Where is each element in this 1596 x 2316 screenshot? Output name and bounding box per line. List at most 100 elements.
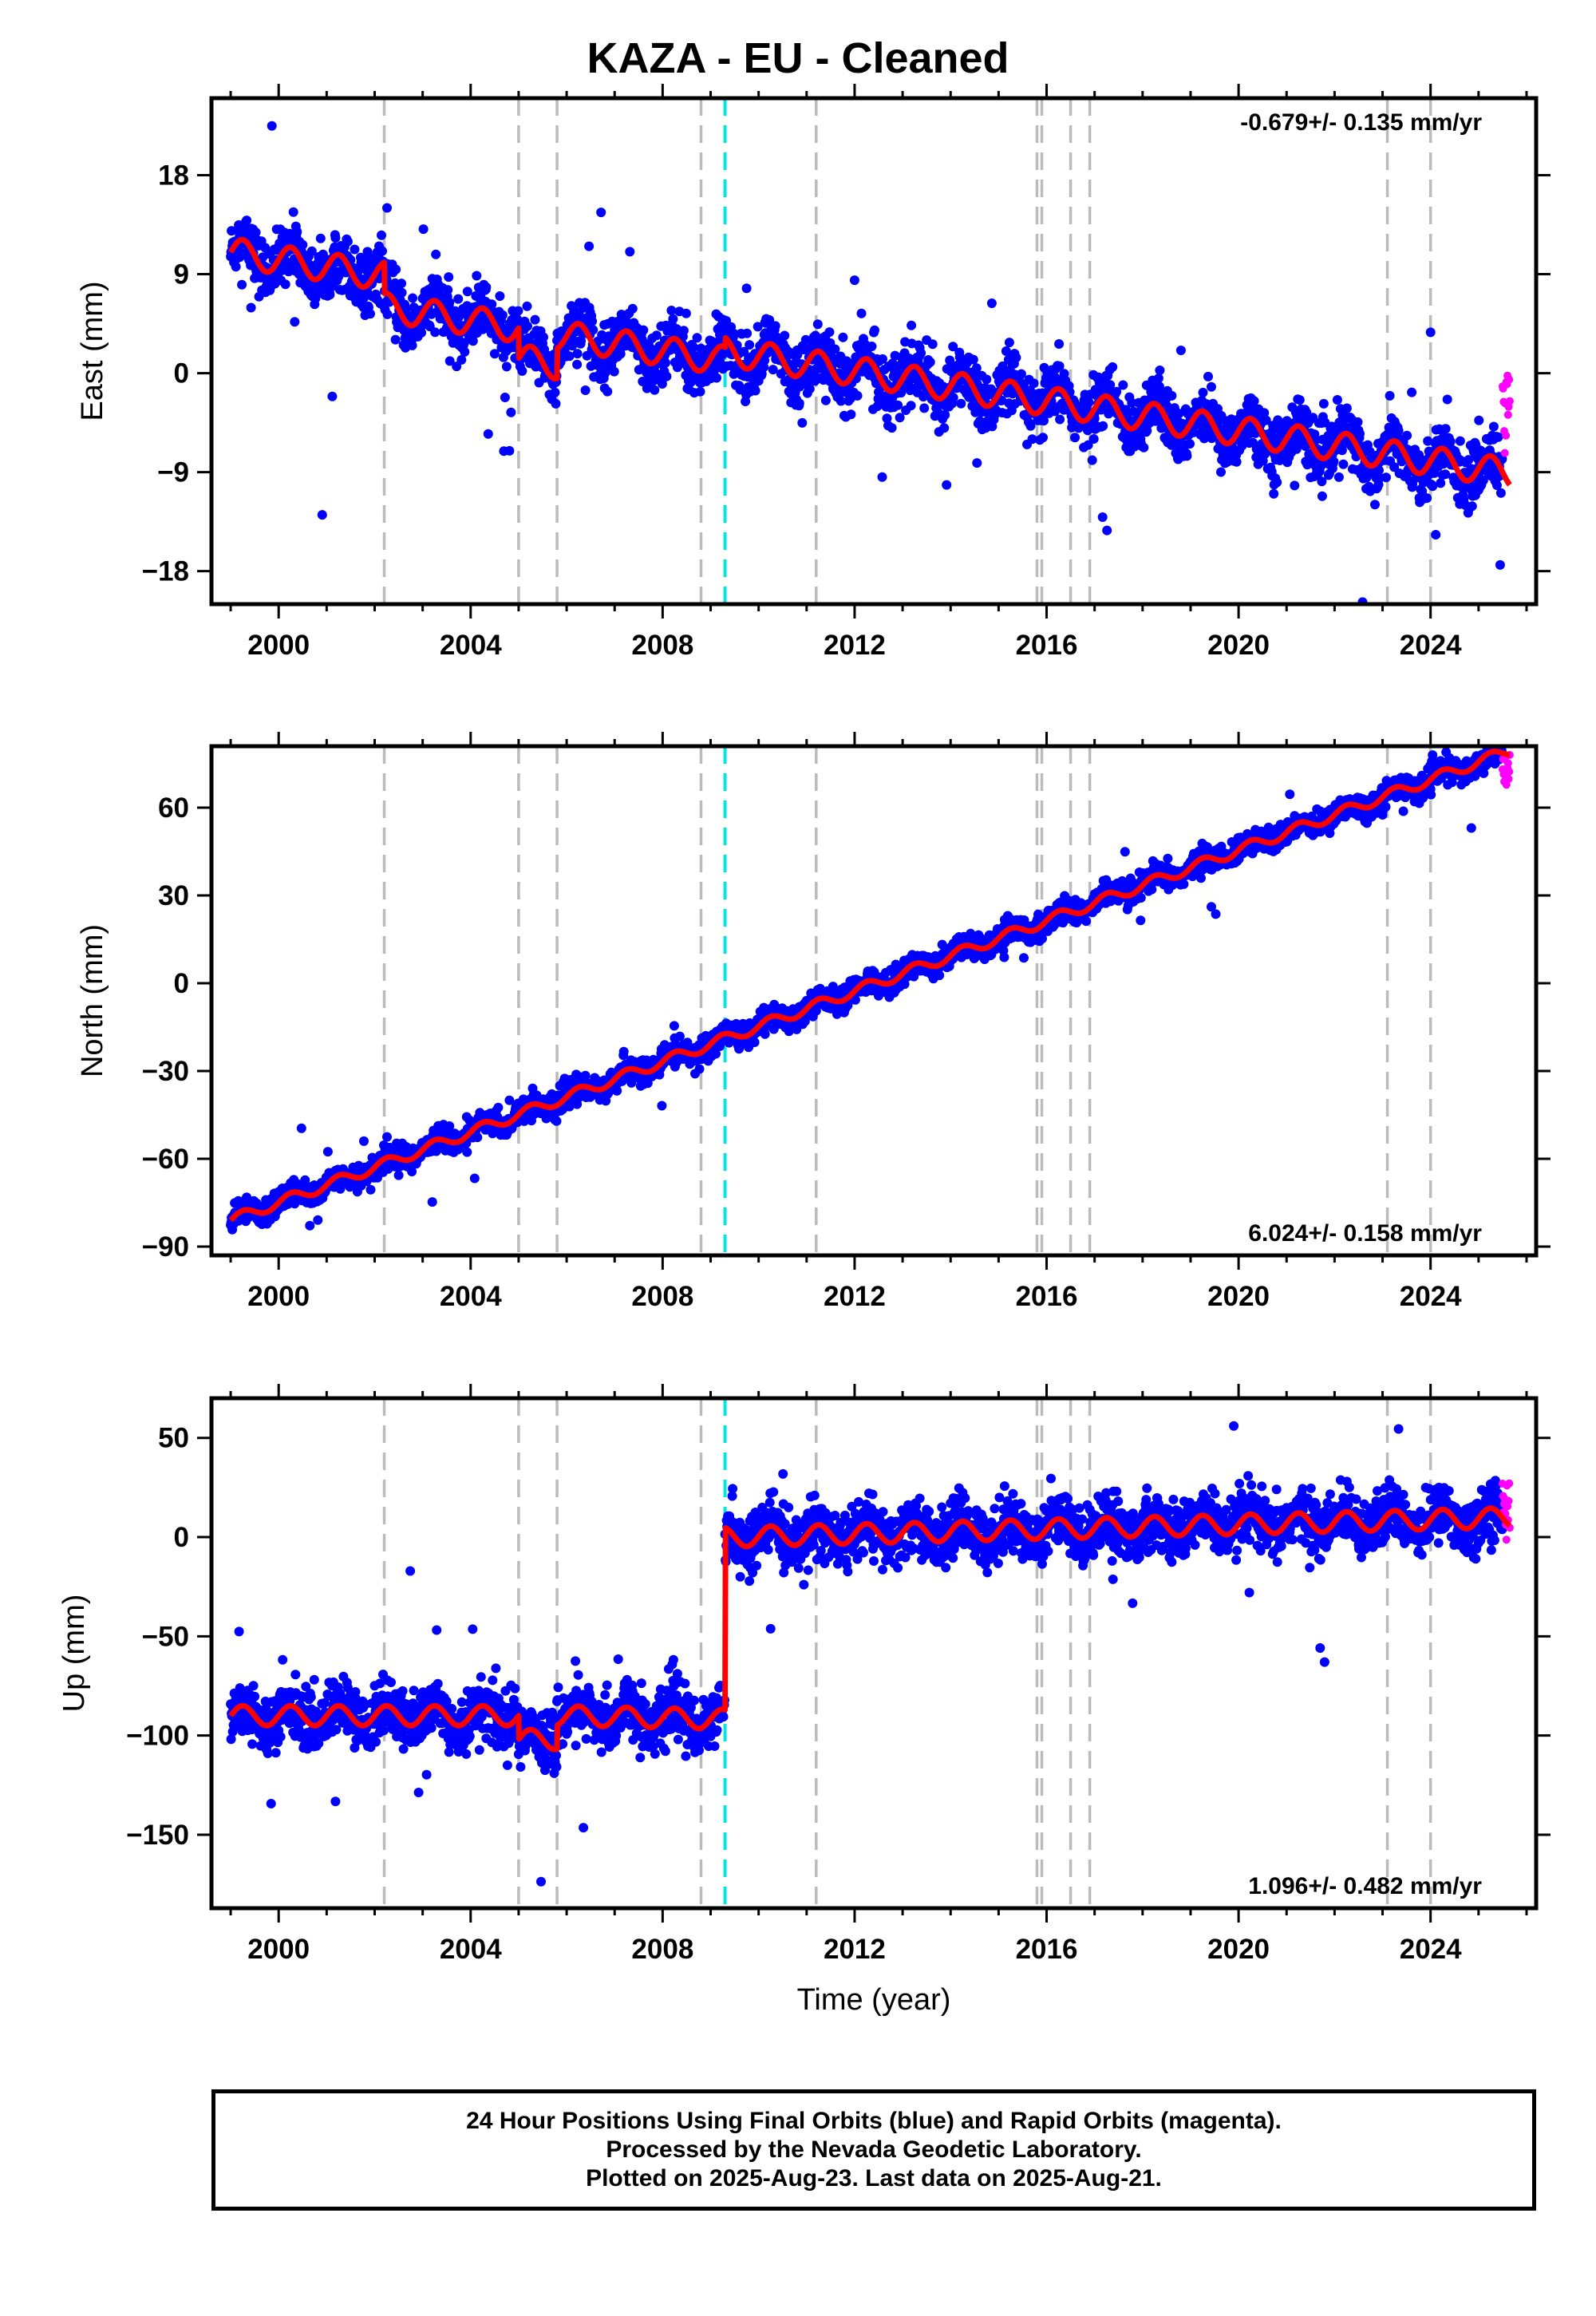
final-orbit-point [1338,459,1349,469]
final-orbit-point [427,1197,437,1207]
final-orbit-point [1329,456,1339,467]
x-tick-label: 2024 [1400,630,1462,661]
final-orbit-point [267,121,277,131]
final-orbit-point [472,1132,483,1143]
final-orbit-point [517,366,527,376]
final-orbit-point [882,413,892,424]
final-orbit-point [1422,493,1432,504]
final-orbit-point [1353,417,1363,427]
final-orbit-point [745,340,755,350]
final-orbit-point [694,1064,705,1074]
final-orbit-point [1417,486,1428,496]
final-orbit-point [1029,378,1039,389]
final-orbit-point [501,362,512,372]
y-tick-label: −9 [157,457,189,488]
x-tick-label: 2020 [1207,630,1270,661]
final-orbit-point [1294,395,1305,405]
final-orbit-point [1039,416,1049,426]
final-orbit-point [660,358,670,368]
final-orbit-point [1038,433,1048,443]
final-orbit-point [453,294,464,304]
y-tick-label: 18 [158,160,189,191]
final-orbit-point [997,395,1007,405]
final-orbit-point [1203,371,1213,381]
final-orbit-point [877,472,887,482]
final-orbit-point [365,309,375,319]
final-orbit-point [1332,395,1342,405]
final-orbit-point [812,319,823,330]
final-orbit-point [246,302,256,313]
final-orbit-point [1154,381,1164,392]
final-orbit-point [1175,346,1186,355]
final-orbit-point [444,356,455,366]
final-orbit-point [650,385,660,395]
final-orbit-point [584,241,595,251]
final-orbit-point [551,1116,562,1126]
final-orbit-point [1495,559,1505,570]
final-orbit-point [315,233,326,243]
final-orbit-point [1261,415,1271,425]
final-orbit-point [313,1215,323,1225]
final-orbit-point [588,325,598,335]
final-orbit-point [469,1173,480,1184]
final-orbit-point [760,1029,770,1039]
final-orbit-point [830,344,840,354]
final-orbit-point [460,346,470,357]
final-orbit-point [1493,432,1503,442]
final-orbit-point [506,407,516,417]
final-orbit-point [1408,479,1418,489]
final-orbit-point [377,246,387,256]
final-orbit-point [1442,394,1452,405]
plot-area [226,746,1514,1255]
final-orbit-point [749,1037,760,1047]
plot-area [226,61,1514,604]
y-tick-label: 0 [174,358,189,389]
final-orbit-point [1488,421,1499,432]
final-orbit-point [741,283,752,294]
final-orbit-point [1185,439,1195,449]
y-tick-label: −18 [142,556,189,587]
final-orbit-point [489,349,500,359]
final-orbit-point [1087,455,1097,465]
final-orbit-point [342,236,353,247]
final-orbit-point [674,1031,685,1041]
velocity-label: -0.679+/- 0.135 mm/yr [1240,109,1482,136]
final-orbit-point [456,354,467,365]
final-orbit-point [280,279,290,290]
final-orbit-point [495,291,505,301]
final-orbit-point [242,215,252,226]
final-orbit-point [572,359,583,370]
final-orbit-point [397,287,407,298]
final-orbit-point [493,1102,504,1113]
final-orbit-point [452,362,462,372]
final-orbit-point [689,342,698,353]
final-orbit-point [846,409,856,420]
final-orbit-point [300,1175,310,1185]
final-orbit-point [1259,408,1270,418]
final-orbit-point [668,314,678,324]
rapid-orbit-point [1503,410,1512,419]
final-orbit-point [836,396,846,406]
x-tick-label: 2000 [247,630,310,661]
final-orbit-point [1088,434,1099,444]
final-orbit-point [322,1147,333,1157]
final-orbit-point [927,339,938,350]
final-orbit-point [867,342,877,351]
final-orbit-point [1083,440,1093,450]
final-orbit-point [1393,425,1404,436]
final-orbit-point [602,386,613,397]
final-orbit-point [328,61,338,71]
final-orbit-point [768,365,778,375]
final-orbit-point [760,355,770,366]
final-orbit-point [539,332,548,342]
final-orbit-point [1495,488,1506,498]
final-orbit-point [695,386,705,397]
final-orbit-point [1440,424,1451,434]
final-orbit-point [1070,433,1080,443]
final-orbit-point [408,293,418,303]
final-orbit-point [804,384,815,394]
final-orbit-point [1290,480,1300,491]
final-orbit-point [1491,480,1502,490]
final-orbit-point [407,1167,417,1176]
final-orbit-point [615,349,626,359]
